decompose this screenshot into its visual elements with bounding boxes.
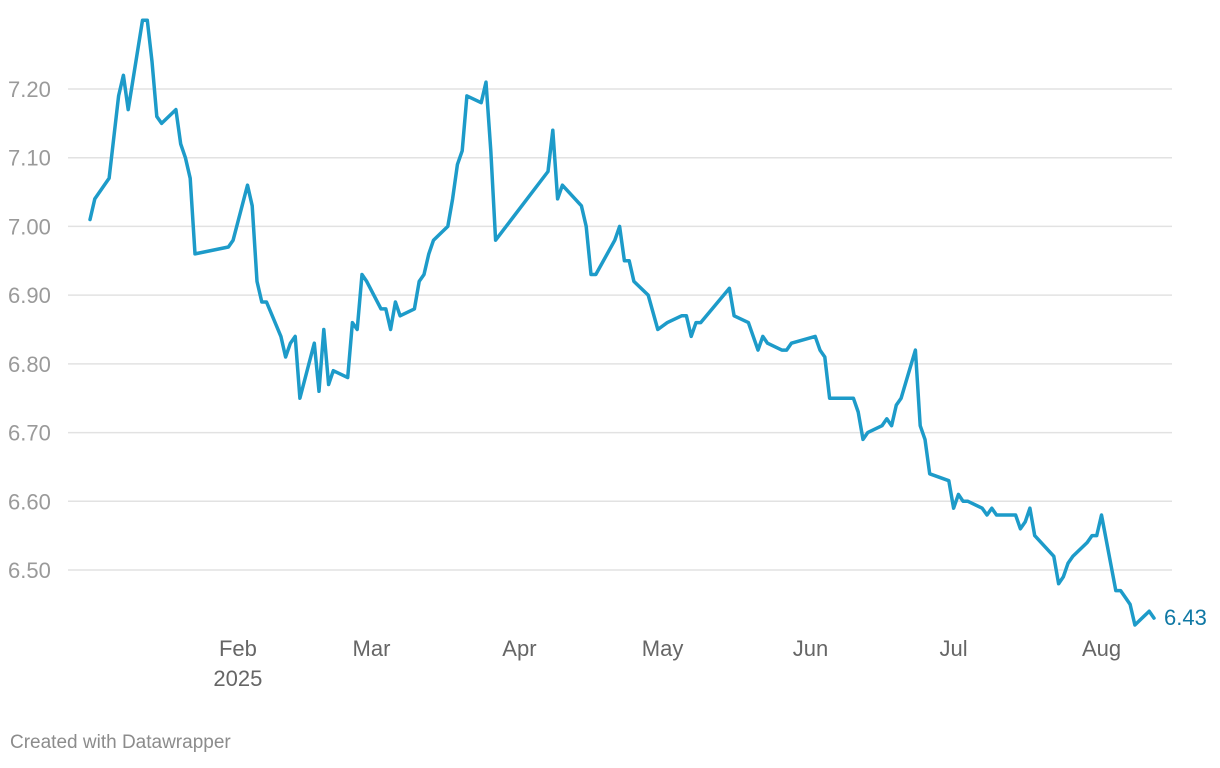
series-group: 6.43 — [88, 18, 1207, 630]
x-tick-label: Apr — [502, 636, 536, 661]
y-tick-label: 7.10 — [8, 146, 51, 171]
x-tick-label: Feb — [219, 636, 257, 661]
y-tick-label: 7.00 — [8, 214, 51, 239]
y-tick-label: 6.80 — [8, 352, 51, 377]
x-tick-label: Mar — [353, 636, 391, 661]
x-tick-label: May — [642, 636, 684, 661]
x-axis-ticks: Feb 2025 Mar Apr May Jun Jul Aug — [213, 636, 1121, 691]
y-tick-label: 7.20 — [8, 77, 51, 102]
y-tick-label: 6.70 — [8, 421, 51, 446]
y-tick-label: 6.90 — [8, 283, 51, 308]
y-axis-ticks: 7.20 7.10 7.00 6.90 6.80 6.70 6.60 6.50 — [8, 77, 51, 583]
y-tick-label: 6.60 — [8, 489, 51, 514]
y-tick-label: 6.50 — [8, 558, 51, 583]
x-tick-label: Jul — [940, 636, 968, 661]
credit-text: Created with Datawrapper — [10, 732, 231, 753]
x-tick-sublabel: 2025 — [213, 666, 262, 691]
end-value-label: 6.43 — [1164, 605, 1207, 630]
series-line — [88, 18, 1156, 627]
x-tick-label: Aug — [1082, 636, 1121, 661]
x-tick-label: Jun — [793, 636, 828, 661]
gridlines — [68, 88, 1172, 571]
